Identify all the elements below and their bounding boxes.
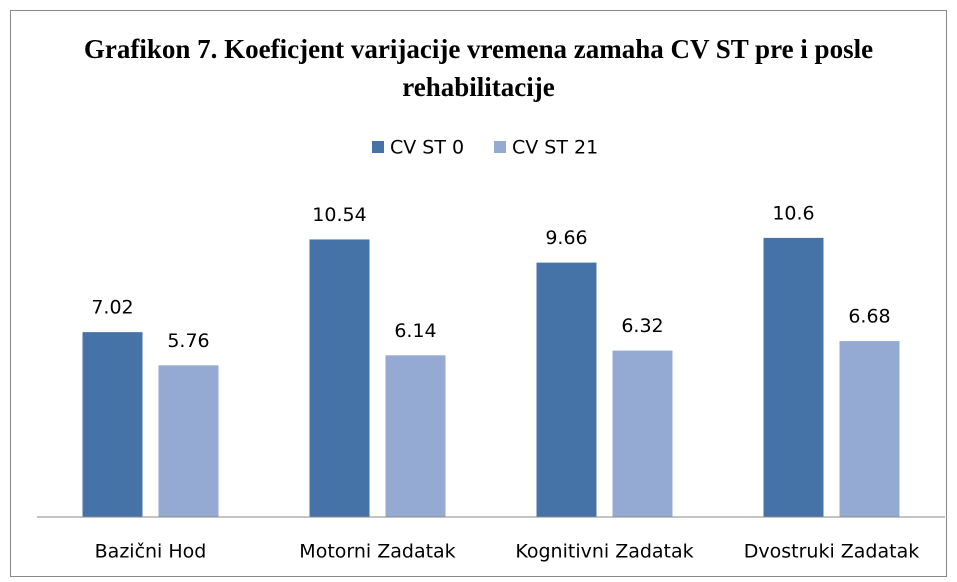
data-label: 6.32: [621, 315, 663, 337]
bar: [839, 341, 900, 517]
data-label: 7.02: [91, 297, 133, 319]
chart-title: Grafikon 7. Koeficjent varijacije vremen…: [83, 34, 874, 102]
x-tick-label: Bazični Hod: [95, 541, 207, 563]
x-tick-label: Dvostruki Zadatak: [744, 541, 919, 563]
bar: [309, 239, 370, 518]
data-label: 10.54: [312, 204, 366, 226]
legend-swatch: [494, 141, 506, 153]
bar: [536, 262, 597, 517]
bar: [158, 365, 219, 517]
legend-swatch: [372, 141, 384, 153]
data-label: 6.14: [394, 320, 436, 342]
legend-label: CV ST 0: [390, 137, 464, 159]
bar: [385, 355, 446, 517]
bar: [82, 332, 143, 517]
data-label: 9.66: [545, 227, 587, 249]
legend-label: CV ST 21: [512, 137, 598, 159]
x-tick-label: Kognitivni Zadatak: [515, 541, 693, 563]
data-label: 5.76: [167, 330, 209, 352]
data-label: 10.6: [772, 202, 814, 224]
bar: [763, 237, 824, 517]
data-label: 6.68: [848, 306, 890, 328]
bar: [612, 350, 673, 517]
x-tick-label: Motorni Zadatak: [299, 541, 455, 563]
